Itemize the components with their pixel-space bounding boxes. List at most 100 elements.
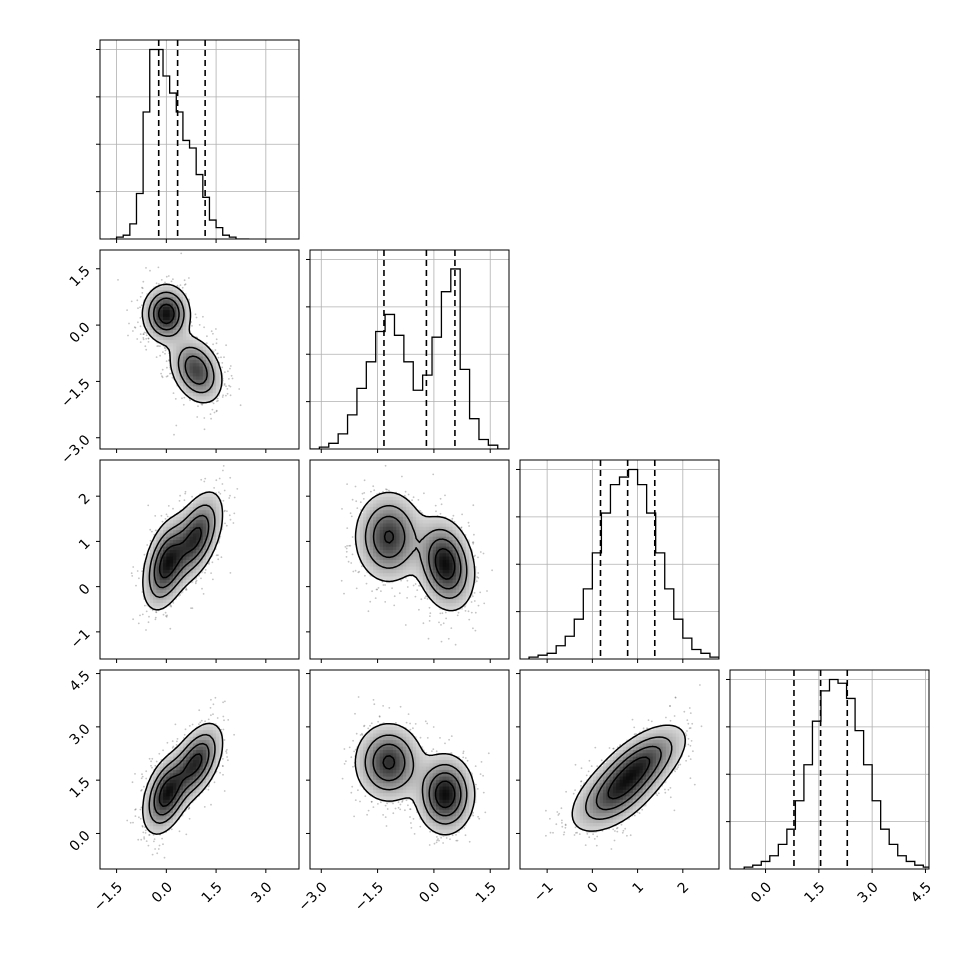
sample-point xyxy=(158,283,160,285)
density-cell xyxy=(196,546,200,550)
density-cell xyxy=(213,503,217,507)
density-cell xyxy=(153,300,157,304)
density-cell xyxy=(416,526,420,530)
density-cell xyxy=(193,343,197,347)
density-cell xyxy=(209,523,213,527)
density-cell xyxy=(386,563,390,567)
density-cell xyxy=(380,530,384,534)
density-cell xyxy=(163,300,167,304)
density-cell xyxy=(439,553,443,557)
density-cell xyxy=(410,533,414,537)
density-cell xyxy=(393,526,397,530)
density-cell xyxy=(173,369,177,373)
sample-point xyxy=(162,521,164,523)
density-cell xyxy=(433,546,437,550)
sample-point xyxy=(405,624,407,626)
sample-point xyxy=(164,353,166,355)
density-cell xyxy=(160,323,164,327)
sample-point xyxy=(148,338,150,340)
density-cell xyxy=(383,523,387,527)
density-cell xyxy=(443,603,447,607)
sample-point xyxy=(127,335,129,337)
density-cell xyxy=(190,369,194,373)
sample-point xyxy=(175,425,177,427)
density-cell xyxy=(380,573,384,577)
sample-point xyxy=(220,356,222,358)
density-cell xyxy=(166,310,170,314)
sample-point xyxy=(215,328,217,330)
sample-point xyxy=(363,492,365,494)
density-cell xyxy=(203,393,207,397)
density-cell xyxy=(433,583,437,587)
sample-point xyxy=(145,338,147,340)
sample-point xyxy=(162,369,164,371)
density-cell xyxy=(406,550,410,554)
sample-point xyxy=(195,581,197,583)
sample-point xyxy=(423,492,425,494)
sample-point xyxy=(132,566,134,568)
density-cell xyxy=(163,566,167,570)
density-cell xyxy=(380,536,384,540)
density-cell xyxy=(406,546,410,550)
density-cell xyxy=(463,566,467,570)
density-cell xyxy=(190,359,194,363)
density-cell xyxy=(403,563,407,567)
sample-point xyxy=(140,325,142,327)
density-cell xyxy=(160,286,164,290)
density-cell xyxy=(443,566,447,570)
density-cell xyxy=(150,293,154,297)
density-cell xyxy=(173,366,177,370)
density-cell xyxy=(193,350,197,354)
density-cell xyxy=(209,389,213,393)
density-cell xyxy=(176,536,180,540)
sample-point xyxy=(144,332,146,334)
sample-point xyxy=(142,287,144,289)
density-cell xyxy=(370,530,374,534)
density-cell xyxy=(166,313,170,317)
density-cell xyxy=(413,540,417,544)
density-cell xyxy=(206,363,210,367)
density-cell xyxy=(423,546,427,550)
sample-point xyxy=(140,296,142,298)
density-cell xyxy=(439,533,443,537)
density-cell xyxy=(146,589,150,593)
density-cell xyxy=(370,526,374,530)
density-cell xyxy=(160,603,164,607)
density-cell xyxy=(463,573,467,577)
density-cell xyxy=(176,350,180,354)
density-cell xyxy=(190,373,194,377)
density-cell xyxy=(426,569,430,573)
density-cell xyxy=(170,553,174,557)
density-cell xyxy=(373,553,377,557)
sample-point xyxy=(225,395,227,397)
density-cell xyxy=(436,586,440,590)
density-cell xyxy=(449,589,453,593)
sample-point xyxy=(345,546,347,548)
sample-point xyxy=(210,418,212,420)
density-cell xyxy=(183,340,187,344)
density-cell xyxy=(190,366,194,370)
sample-point xyxy=(370,491,372,493)
density-cell xyxy=(400,566,404,570)
density-cell xyxy=(160,599,164,603)
sample-point xyxy=(415,596,417,598)
density-cell xyxy=(163,313,167,317)
density-cell xyxy=(426,589,430,593)
sample-point xyxy=(352,499,354,501)
sample-point xyxy=(224,523,226,525)
sample-point xyxy=(346,483,348,485)
density-cell xyxy=(213,363,217,367)
sample-point xyxy=(366,583,368,585)
density-cell xyxy=(216,510,220,514)
density-cell xyxy=(206,396,210,400)
density-cell xyxy=(456,589,460,593)
density-cell xyxy=(206,513,210,517)
sample-point xyxy=(429,620,431,622)
density-cell xyxy=(396,556,400,560)
panel-hist-1 xyxy=(306,250,509,453)
density-cell xyxy=(196,363,200,367)
sample-point xyxy=(212,343,214,345)
density-cell xyxy=(153,333,157,337)
sample-point xyxy=(117,279,119,281)
sample-point xyxy=(224,510,226,512)
